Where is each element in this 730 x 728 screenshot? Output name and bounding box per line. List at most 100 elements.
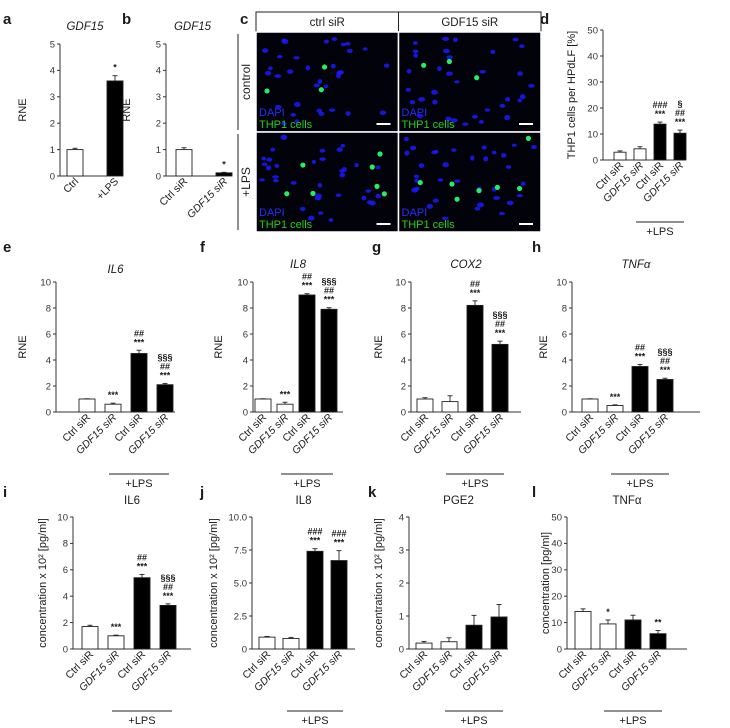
y-axis-label: RNE	[17, 335, 29, 358]
panel-label: e	[3, 239, 11, 256]
nucleus	[265, 165, 272, 171]
nucleus	[362, 47, 368, 51]
nucleus	[328, 108, 336, 112]
bar-4	[320, 308, 338, 413]
column-header: ctrl siR	[310, 17, 345, 29]
nucleus	[511, 143, 517, 147]
nucleus	[417, 114, 424, 119]
significance-marker: ##	[134, 328, 144, 338]
significance-marker: ###	[652, 100, 667, 110]
thp1-label: THP1 cells	[259, 119, 313, 131]
bar-4	[656, 379, 674, 413]
y-tick-label: 6	[46, 329, 51, 340]
significance-marker: ***	[324, 295, 335, 305]
nucleus	[498, 211, 506, 216]
significance-marker: ##	[160, 361, 170, 371]
nucleus	[451, 148, 457, 152]
bar-2	[276, 403, 294, 413]
nucleus	[483, 156, 489, 162]
nucleus	[365, 189, 372, 193]
chart-title: TNFα	[622, 259, 651, 271]
bar-3	[465, 624, 483, 650]
significance-marker: ##	[163, 582, 173, 592]
nucleus	[293, 101, 301, 108]
nucleus	[317, 79, 323, 85]
significance-marker: ***	[137, 561, 148, 571]
bar-3	[653, 123, 667, 161]
nucleus	[499, 103, 506, 108]
significance-marker: ##	[137, 552, 147, 562]
panel-label: j	[199, 484, 204, 501]
thp1-cell	[321, 64, 328, 70]
bar-2	[633, 148, 647, 161]
y-tick-label: 40	[587, 51, 598, 62]
y-tick-label: 1	[156, 145, 161, 156]
y-tick-label: 0	[401, 407, 406, 418]
y-tick-label: 4	[156, 66, 161, 77]
nucleus	[405, 87, 412, 92]
lps-label: +LPS	[619, 715, 646, 727]
nucleus	[426, 203, 434, 209]
nucleus	[506, 200, 514, 206]
thp1-cell	[381, 191, 387, 197]
chart-title: TNFα	[612, 495, 641, 507]
nucleus	[290, 112, 297, 117]
y-tick-label: 10	[587, 129, 598, 140]
lps-label: +LPS	[460, 715, 487, 727]
y-axis-label: THP1 cells per HPdLF [%]	[566, 31, 578, 159]
nucleus	[339, 172, 346, 178]
y-tick-label: 50	[551, 512, 562, 523]
lps-label: +LPS	[125, 478, 152, 490]
nucleus	[504, 114, 511, 121]
chart-title: GDF15	[174, 21, 212, 33]
panel-label: h	[532, 239, 541, 256]
significance-marker: *	[113, 63, 117, 73]
nucleus	[280, 134, 288, 140]
panel-label: b	[122, 11, 131, 28]
nucleus	[305, 65, 311, 71]
nucleus	[261, 162, 268, 166]
nucleus	[314, 196, 322, 201]
nucleus	[323, 84, 329, 89]
thp1-cell	[446, 58, 452, 65]
significance-marker: ***	[163, 591, 174, 601]
nucleus	[259, 178, 265, 182]
nucleus	[313, 83, 320, 88]
panel-label: k	[368, 484, 377, 501]
y-tick-label: 10	[237, 277, 248, 288]
nucleus	[299, 206, 306, 212]
bar-2	[215, 172, 233, 177]
y-tick-label: 5	[50, 39, 55, 50]
nucleus	[272, 175, 279, 179]
bar-2	[440, 641, 458, 650]
bar-3	[130, 353, 148, 413]
nucleus	[505, 97, 511, 102]
significance-marker: ###	[331, 529, 346, 539]
nucleus	[501, 153, 507, 158]
y-tick-label: 2	[243, 381, 248, 392]
nucleus	[454, 179, 461, 183]
category-label: +LPS	[94, 176, 121, 203]
panel-label: l	[532, 484, 536, 501]
category-label: Ctrl siR	[157, 175, 190, 208]
thp1-label: THP1 cells	[402, 119, 456, 131]
nucleus	[404, 150, 410, 156]
significance-marker: ***	[160, 370, 171, 380]
chart-title: COX2	[450, 259, 482, 271]
nucleus	[445, 71, 453, 76]
nucleus	[493, 196, 501, 200]
y-tick-label: 10.0	[229, 512, 248, 523]
nucleus	[375, 193, 381, 199]
nucleus	[470, 155, 475, 161]
nucleus	[414, 178, 419, 183]
significance-marker: ##	[495, 319, 505, 329]
bar-4	[491, 343, 509, 413]
y-tick-label: 7.5	[234, 545, 247, 556]
bar-1	[78, 398, 96, 413]
thp1-cell	[454, 196, 460, 202]
y-axis-label: RNE	[538, 335, 550, 358]
